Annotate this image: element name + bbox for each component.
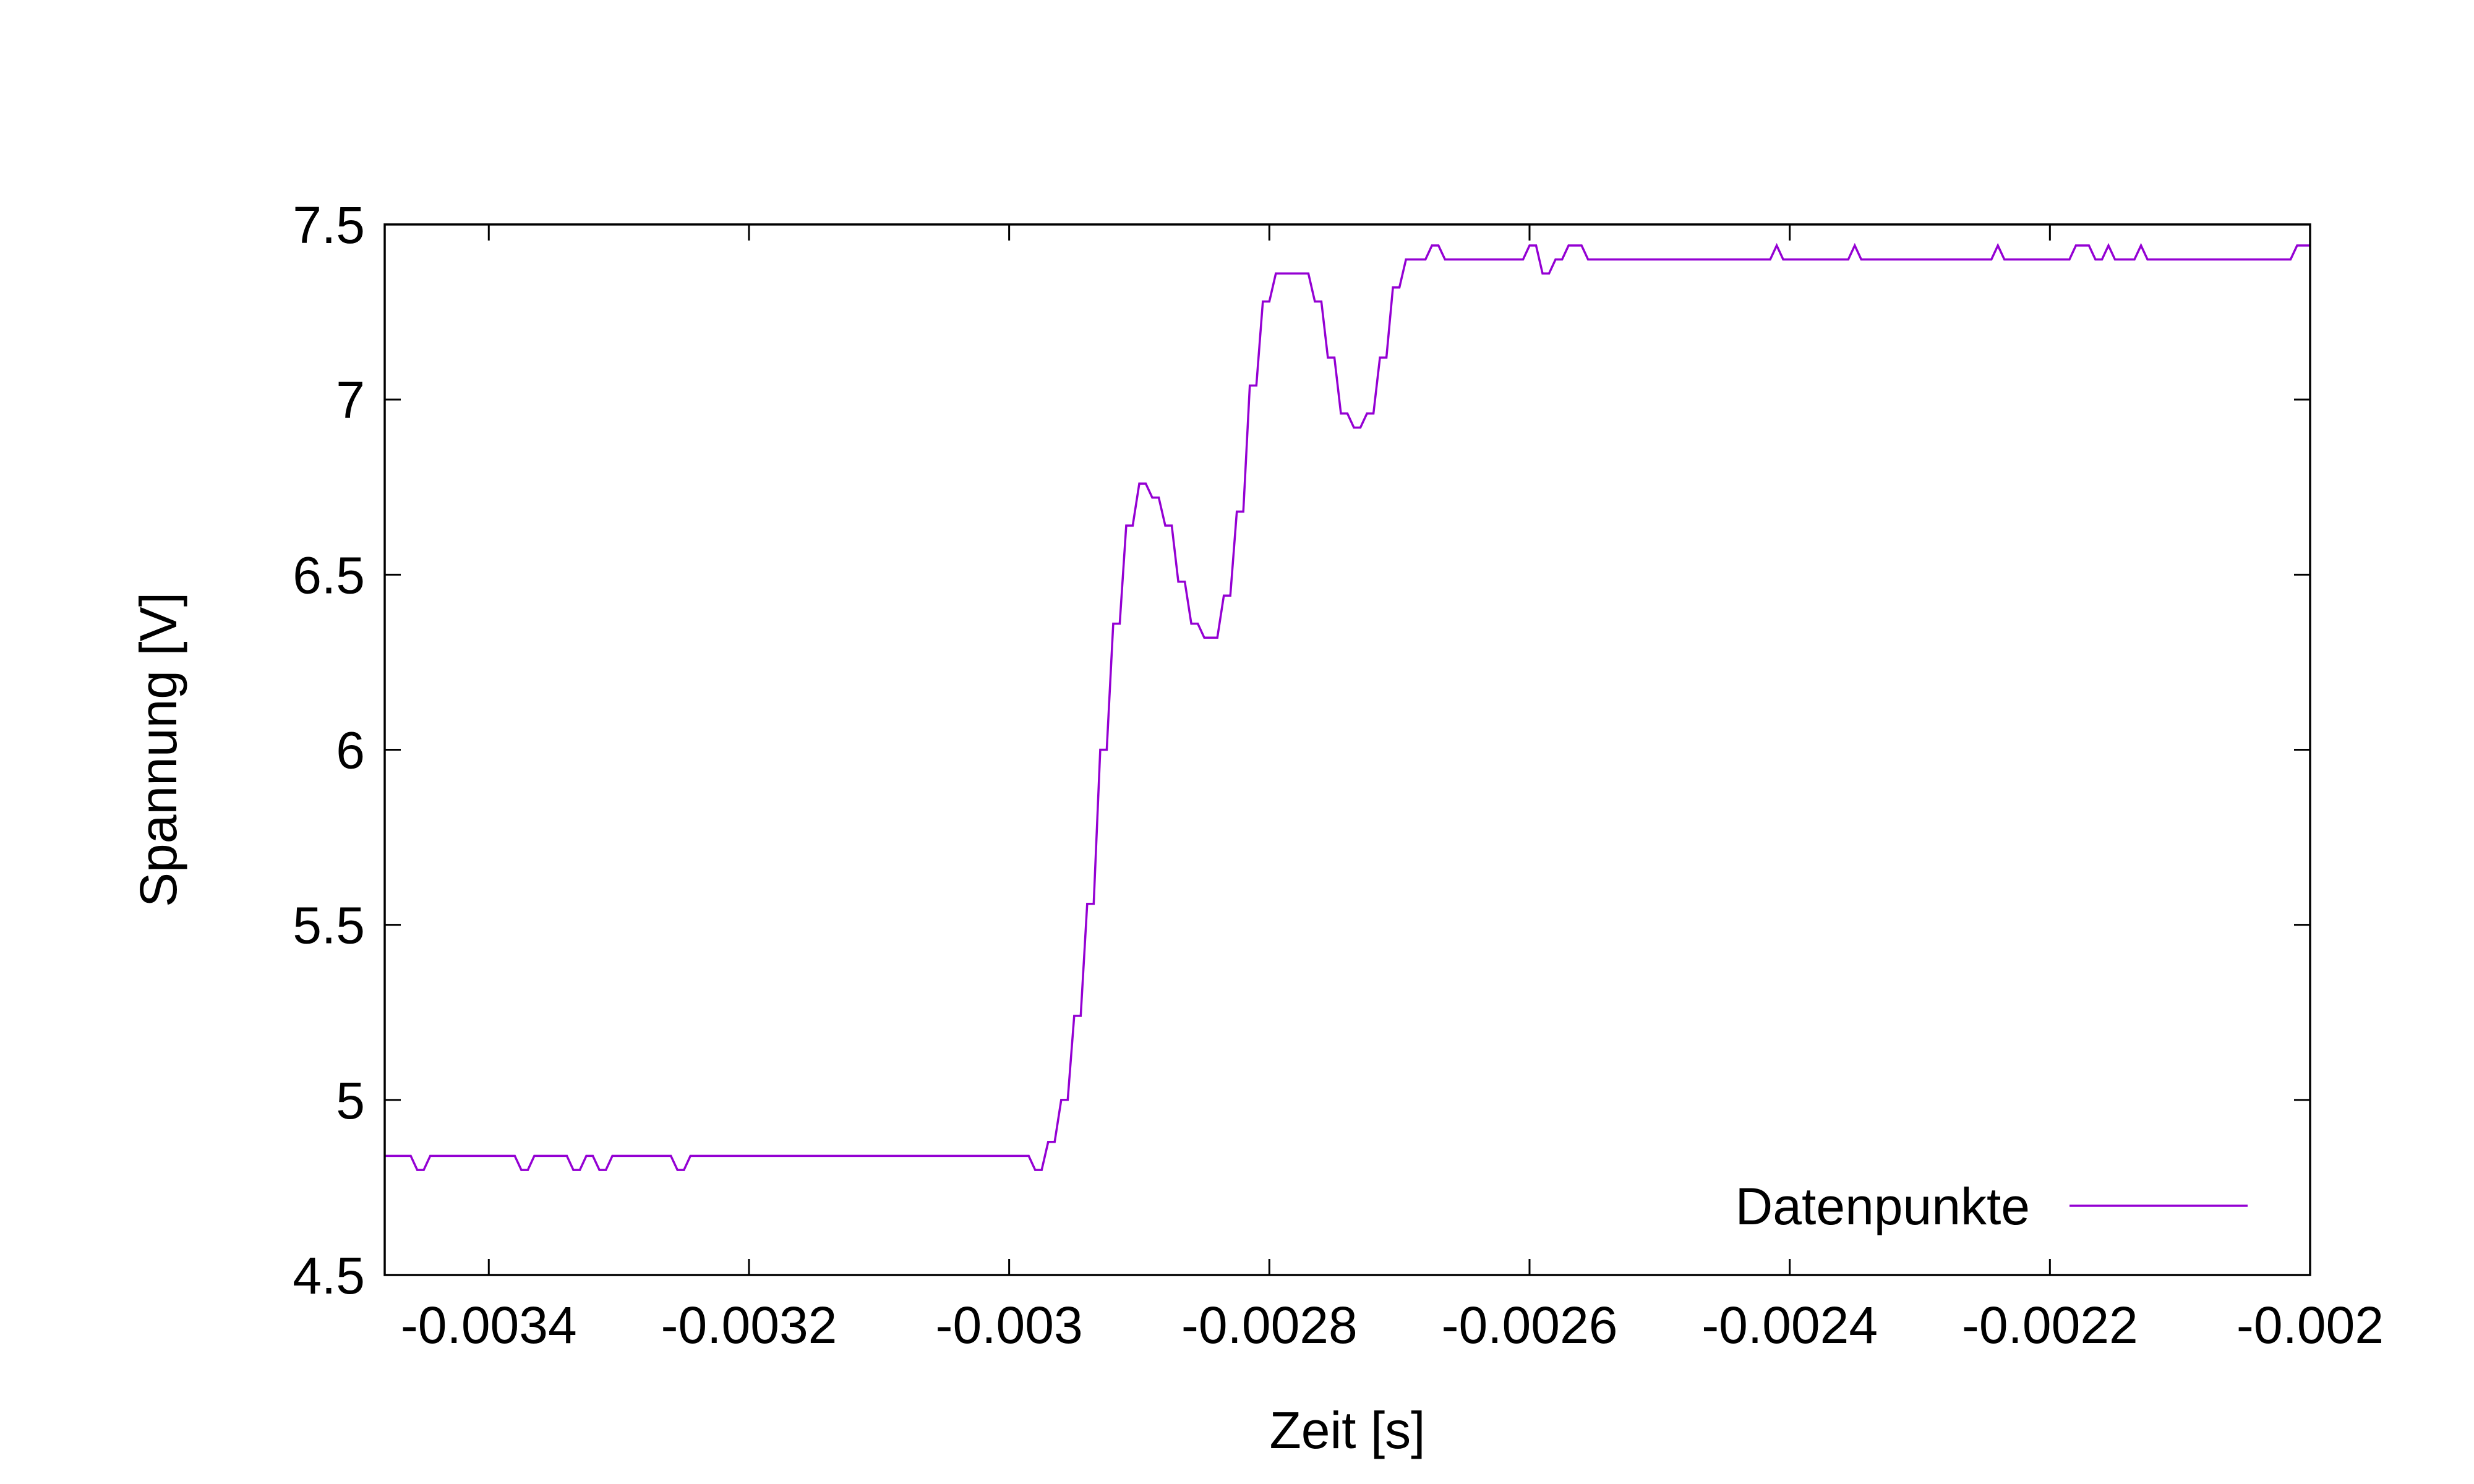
y-tick-label: 7	[336, 371, 365, 429]
x-tick-label: -0.002	[2236, 1296, 2384, 1354]
legend-label: Datenpunkte	[1736, 1177, 2030, 1235]
y-tick-label: 6	[336, 722, 365, 780]
x-tick-label: -0.0034	[401, 1296, 577, 1354]
y-tick-label: 5.5	[293, 897, 365, 955]
y-tick-label: 4.5	[293, 1247, 365, 1305]
y-tick-label: 7.5	[293, 196, 365, 254]
x-tick-label: -0.0032	[661, 1296, 837, 1354]
plot-frame	[383, 223, 2311, 1276]
y-axis-label: Spannung [V]	[129, 592, 187, 907]
y-axis-ticks	[385, 223, 2310, 1276]
x-axis-tick-labels: -0.0034 -0.0032 -0.003 -0.0028 -0.0026 -0.002…	[401, 1296, 2384, 1354]
x-tick-label: -0.003	[936, 1296, 1083, 1354]
x-tick-label: -0.0024	[1701, 1296, 1878, 1354]
series-line-datenpunkte	[385, 242, 2310, 1171]
y-tick-label: 5	[336, 1072, 365, 1130]
y-axis-tick-labels: 4.5 5 5.5 6 6.5 7 7.5	[293, 196, 365, 1305]
legend: Datenpunkte	[1736, 1177, 2248, 1235]
x-axis-label: Zeit [s]	[1269, 1401, 1425, 1459]
x-tick-label: -0.0028	[1181, 1296, 1358, 1354]
x-tick-label: -0.0026	[1442, 1296, 1618, 1354]
x-tick-label: -0.0022	[1962, 1296, 2138, 1354]
y-tick-label: 6.5	[293, 546, 365, 604]
x-axis-ticks	[487, 224, 2311, 1275]
